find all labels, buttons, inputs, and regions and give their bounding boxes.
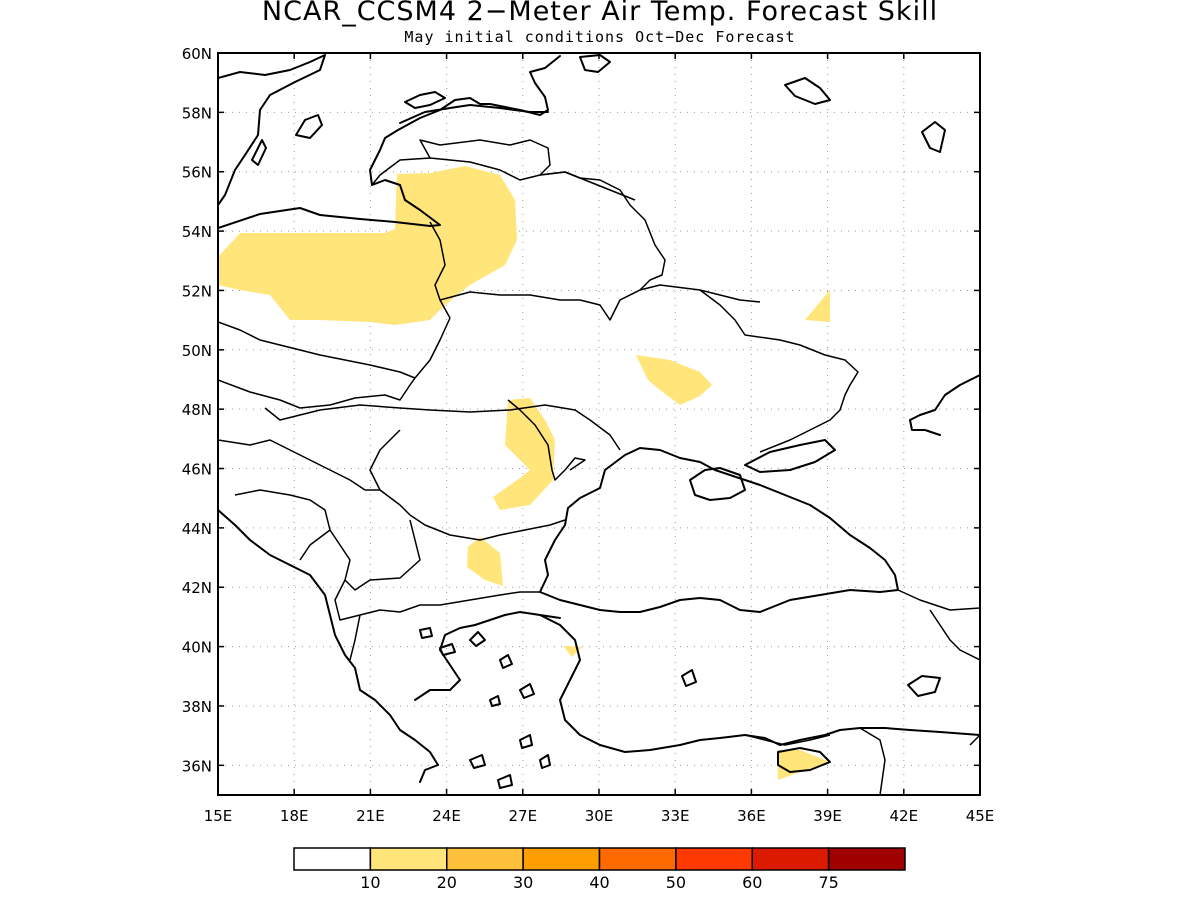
aegean-west-coast xyxy=(414,611,561,783)
lat-tick-label: 60N xyxy=(182,45,212,63)
coastlines xyxy=(218,54,980,789)
colorbar-swatch xyxy=(293,847,372,871)
colorbar-label: 20 xyxy=(437,873,457,892)
lon-tick-label: 27E xyxy=(509,807,538,825)
colorbar-swatch xyxy=(446,847,524,871)
lon-tick-label: 39E xyxy=(813,807,842,825)
border-turkey-east xyxy=(859,589,980,795)
colorbar-label: 10 xyxy=(360,873,380,892)
skill-region-bulgaria xyxy=(467,537,503,586)
lon-tick-label: 30E xyxy=(585,807,614,825)
lat-tick-label: 46N xyxy=(182,461,212,479)
skill-region-moldova xyxy=(493,398,555,510)
lon-tick-label: 18E xyxy=(280,807,309,825)
colorbar-label: 50 xyxy=(666,873,686,892)
cyprus xyxy=(777,747,831,773)
border-ukraine-russia xyxy=(699,289,859,453)
border-poland-east xyxy=(429,221,451,319)
crimea xyxy=(689,467,746,501)
lat-tick-label: 50N xyxy=(182,342,212,360)
skill-region-ukraine-east xyxy=(636,355,712,405)
lon-tick-label: 45E xyxy=(966,807,995,825)
gotland xyxy=(295,114,323,139)
mediterranean-turkey-coast xyxy=(539,614,980,753)
border-hungary-serbia xyxy=(218,439,380,491)
volga-bend xyxy=(921,121,946,153)
lat-tick-label: 36N xyxy=(182,757,212,775)
chart-subtitle: May initial conditions Oct−Dec Forecast xyxy=(404,28,796,46)
sea-azov xyxy=(744,439,836,473)
saaremaa xyxy=(404,91,446,109)
lon-tick-label: 33E xyxy=(661,807,690,825)
lat-tick-label: 42N xyxy=(182,579,212,597)
colorbar: 10 20 30 40 50 60 75 xyxy=(293,847,906,892)
lat-tick-label: 38N xyxy=(182,698,212,716)
colorbar-label: 60 xyxy=(742,873,762,892)
map-gridlines xyxy=(218,53,980,795)
colorbar-label: 40 xyxy=(589,873,609,892)
skill-regions xyxy=(218,166,830,780)
oland xyxy=(251,139,267,166)
border-poland-germany xyxy=(218,321,416,379)
lat-tick-label: 56N xyxy=(182,164,212,182)
colorbar-swatch xyxy=(827,847,906,871)
lon-tick-label: 21E xyxy=(356,807,385,825)
gulf-finland xyxy=(399,104,549,124)
colorbar-swatch xyxy=(751,847,830,871)
lat-tick-label: 40N xyxy=(182,639,212,657)
lon-tick-label: 36E xyxy=(737,807,766,825)
border-turkey-syria xyxy=(744,734,831,746)
sweden-coast xyxy=(218,54,326,206)
baltic-coast xyxy=(218,55,561,229)
border-russia-ukraine-north xyxy=(539,171,636,201)
aegean-islands xyxy=(419,627,941,789)
latitude-ticks: 60N 58N 56N 54N 52N 50N 48N 46N 44N 42N 40N 38N 36N xyxy=(182,45,980,775)
lon-tick-label: 24E xyxy=(432,807,461,825)
rybinsk-reservoir xyxy=(784,77,831,105)
lat-tick-label: 54N xyxy=(182,223,212,241)
caspian-coast xyxy=(909,374,980,436)
lat-tick-label: 48N xyxy=(182,401,212,419)
colorbar-swatch xyxy=(522,847,601,871)
map-content xyxy=(218,54,980,795)
lat-tick-label: 44N xyxy=(182,520,212,538)
colorbar-label: 30 xyxy=(513,873,533,892)
colorbar-swatch xyxy=(598,847,677,871)
colorbar-label: 75 xyxy=(818,873,838,892)
colorbar-swatch xyxy=(675,847,753,871)
colorbar-swatch xyxy=(369,847,448,871)
skill-region-poland xyxy=(218,166,517,325)
border-balkans xyxy=(234,489,540,661)
border-moldova xyxy=(507,399,586,481)
lon-tick-label: 15E xyxy=(204,807,233,825)
lon-tick-label: 42E xyxy=(890,807,919,825)
lat-tick-label: 58N xyxy=(182,104,212,122)
adriatic-east-coast xyxy=(218,509,439,766)
border-belarus xyxy=(439,284,761,321)
country-borders xyxy=(218,139,980,795)
black-sea-coast xyxy=(539,447,899,613)
lat-tick-label: 52N xyxy=(182,282,212,300)
chart-title: NCAR_CCSM4 2−Meter Air Temp. Forecast Sk… xyxy=(261,0,939,27)
longitude-ticks: 15E 18E 21E 24E 27E 30E 33E 36E 39E 42E 45E xyxy=(204,53,995,825)
border-czech-slovakia-hungary xyxy=(218,317,621,451)
lake-ladoga xyxy=(579,54,611,73)
border-romania-south xyxy=(369,429,566,541)
skill-region-russia-small xyxy=(805,290,830,322)
